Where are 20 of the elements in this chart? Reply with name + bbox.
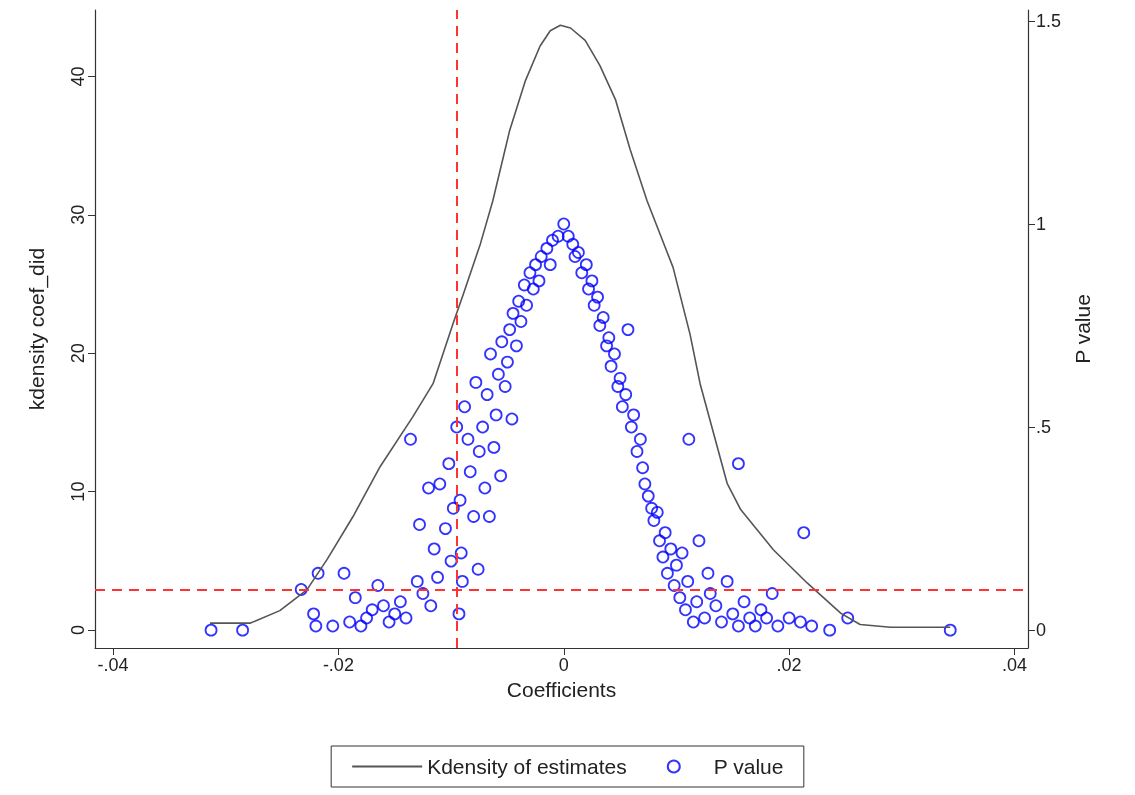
y-axis-title: kdensity coef_did (25, 247, 49, 411)
x-tick-label: .04 (1001, 655, 1027, 675)
x-tick-label: -.02 (322, 655, 354, 675)
x-axis-title: Coefficients (506, 677, 617, 701)
legend-label: P value (713, 755, 784, 778)
y2-tick-label: 0 (1036, 620, 1047, 641)
x-tick-label: .02 (776, 655, 802, 675)
y-tick-label: 20 (68, 343, 88, 364)
x-tick-label: 0 (558, 655, 569, 675)
line-series (209, 24, 952, 629)
y2-tick-label: 1 (1036, 214, 1047, 235)
y2-tick-label: 1.5 (1036, 10, 1062, 31)
y-tick-label: 40 (68, 66, 88, 87)
y-tick-label: 30 (68, 204, 88, 225)
y-tick-label: 0 (68, 625, 88, 636)
x-tick-label: -.04 (97, 655, 129, 675)
y2-tick-label: .5 (1036, 417, 1052, 438)
y-tick-label: 10 (68, 481, 88, 502)
y2-axis-title: P value (1070, 294, 1094, 364)
legend-label: Kdensity of estimates (427, 755, 627, 778)
